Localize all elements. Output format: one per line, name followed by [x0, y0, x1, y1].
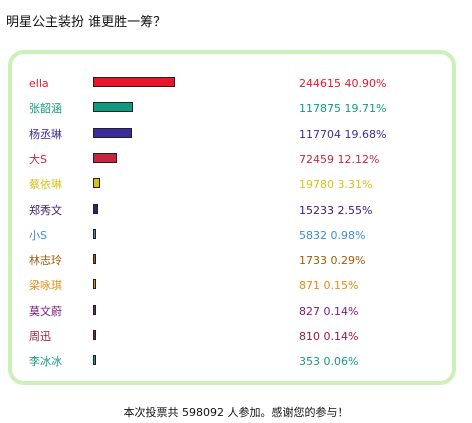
candidate-name: 杨丞琳 — [29, 127, 62, 141]
candidate-name: 蔡依琳 — [29, 178, 62, 192]
vote-bar — [93, 279, 96, 290]
poll-row: 小S 5832 0.98% — [12, 226, 452, 246]
vote-count-percent: 15233 2.55% — [299, 203, 373, 217]
vote-count-percent: 244615 40.90% — [299, 77, 387, 90]
vote-count-percent: 810 0.14% — [299, 330, 359, 343]
poll-row: 大S 72459 12.12% — [12, 150, 452, 170]
vote-count-percent: 1733 0.29% — [299, 254, 366, 268]
vote-bar — [93, 203, 98, 214]
poll-row: 李冰冰 353 0.06% — [12, 352, 452, 372]
vote-bar — [93, 102, 133, 113]
vote-count-percent: 353 0.06% — [299, 355, 359, 369]
poll-row: 梁咏琪 871 0.15% — [12, 276, 452, 296]
vote-count-percent: 827 0.14% — [299, 304, 359, 318]
vote-bar — [93, 228, 96, 239]
candidate-name: 梁咏琪 — [29, 279, 62, 293]
vote-count-percent: 117704 19.68% — [299, 127, 387, 141]
poll-row: 杨丞琳 117704 19.68% — [12, 125, 452, 145]
page-title: 明星公主装扮 谁更胜一筹？ — [6, 15, 167, 30]
vote-count-percent: 117875 19.71% — [299, 102, 387, 116]
candidate-name: ella — [29, 77, 49, 90]
poll-row: 莫文蔚 827 0.14% — [12, 302, 452, 322]
vote-bar — [93, 127, 132, 138]
candidate-name: 李冰冰 — [29, 355, 62, 369]
poll-row: ella 244615 40.90% — [12, 74, 452, 94]
poll-row: 林志玲 1733 0.29% — [12, 251, 452, 271]
vote-bar — [93, 178, 100, 189]
candidate-name: 郑秀文 — [29, 203, 62, 217]
vote-bar — [93, 355, 96, 366]
vote-summary: 本次投票共 598092 人参加。感谢您的参与！ — [123, 406, 349, 419]
vote-bar — [93, 152, 117, 163]
candidate-name: 莫文蔚 — [29, 304, 62, 318]
candidate-name: 周迅 — [29, 330, 51, 343]
vote-count-percent: 871 0.15% — [299, 279, 359, 293]
candidate-name: 大S — [29, 152, 47, 166]
poll-row: 周迅 810 0.14% — [12, 327, 452, 347]
vote-count-percent: 72459 12.12% — [299, 152, 380, 166]
poll-row: 郑秀文 15233 2.55% — [12, 201, 452, 221]
vote-bar — [93, 304, 96, 315]
candidate-name: 张韶涵 — [29, 102, 62, 116]
vote-count-percent: 19780 3.31% — [299, 178, 373, 192]
vote-count-percent: 5832 0.98% — [299, 228, 366, 242]
vote-bar — [93, 77, 175, 87]
poll-row: 张韶涵 117875 19.71% — [12, 99, 452, 119]
vote-bar — [93, 330, 96, 340]
candidate-name: 林志玲 — [29, 254, 62, 268]
poll-row: 蔡依琳 19780 3.31% — [12, 175, 452, 195]
vote-bar — [93, 254, 96, 265]
poll-results-panel: ella 244615 40.90% 张韶涵 117875 19.71% 杨丞琳 1177… — [8, 50, 456, 385]
candidate-name: 小S — [29, 228, 47, 242]
